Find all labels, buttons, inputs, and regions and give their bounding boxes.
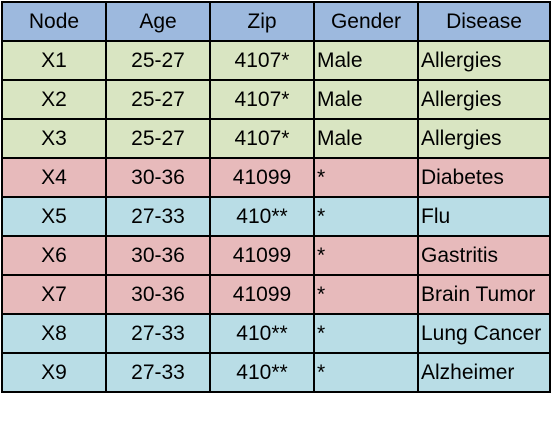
node-cell: X2 xyxy=(1,79,107,120)
table-row: X6 30-36 41099 * Gastritis xyxy=(1,235,551,276)
zip-cell: 410** xyxy=(209,196,315,237)
zip-cell: 41099 xyxy=(209,157,315,198)
age-cell: 30-36 xyxy=(105,274,211,315)
zip-cell: 41099 xyxy=(209,235,315,276)
zip-cell: 4107* xyxy=(209,40,315,81)
table-row: X5 27-33 410** * Flu xyxy=(1,196,551,237)
node-cell: X7 xyxy=(1,274,107,315)
gender-cell: Male xyxy=(313,118,419,159)
gender-cell: * xyxy=(313,196,419,237)
gender-cell: * xyxy=(313,313,419,354)
gender-cell: * xyxy=(313,352,419,393)
disease-cell: Flu xyxy=(417,196,551,237)
table-row: X3 25-27 4107* Male Allergies xyxy=(1,118,551,159)
disease-cell: Allergies xyxy=(417,79,551,120)
gender-cell: * xyxy=(313,235,419,276)
disease-cell: Gastritis xyxy=(417,235,551,276)
table-header-row: Node Age Zip Gender Disease xyxy=(1,1,551,42)
zip-cell: 41099 xyxy=(209,274,315,315)
table-row: X4 30-36 41099 * Diabetes xyxy=(1,157,551,198)
column-header-disease: Disease xyxy=(417,1,551,42)
age-cell: 27-33 xyxy=(105,196,211,237)
disease-cell: Allergies xyxy=(417,118,551,159)
zip-cell: 4107* xyxy=(209,79,315,120)
node-cell: X3 xyxy=(1,118,107,159)
node-cell: X1 xyxy=(1,40,107,81)
node-cell: X4 xyxy=(1,157,107,198)
table-row: X2 25-27 4107* Male Allergies xyxy=(1,79,551,120)
age-cell: 27-33 xyxy=(105,352,211,393)
node-cell: X5 xyxy=(1,196,107,237)
column-header-node: Node xyxy=(1,1,107,42)
gender-cell: * xyxy=(313,157,419,198)
table-row: X9 27-33 410** * Alzheimer xyxy=(1,352,551,393)
disease-cell: Lung Cancer xyxy=(417,313,551,354)
disease-cell: Brain Tumor xyxy=(417,274,551,315)
column-header-age: Age xyxy=(105,1,211,42)
zip-cell: 410** xyxy=(209,313,315,354)
node-cell: X8 xyxy=(1,313,107,354)
anonymized-records-table: Node Age Zip Gender Disease X1 25-27 410… xyxy=(1,1,551,393)
table-row: X1 25-27 4107* Male Allergies xyxy=(1,40,551,81)
gender-cell: Male xyxy=(313,40,419,81)
disease-cell: Alzheimer xyxy=(417,352,551,393)
disease-cell: Allergies xyxy=(417,40,551,81)
zip-cell: 410** xyxy=(209,352,315,393)
age-cell: 30-36 xyxy=(105,235,211,276)
node-cell: X9 xyxy=(1,352,107,393)
zip-cell: 4107* xyxy=(209,118,315,159)
column-header-zip: Zip xyxy=(209,1,315,42)
node-cell: X6 xyxy=(1,235,107,276)
age-cell: 25-27 xyxy=(105,118,211,159)
age-cell: 25-27 xyxy=(105,79,211,120)
table-row: X7 30-36 41099 * Brain Tumor xyxy=(1,274,551,315)
age-cell: 30-36 xyxy=(105,157,211,198)
column-header-gender: Gender xyxy=(313,1,419,42)
gender-cell: * xyxy=(313,274,419,315)
table-row: X8 27-33 410** * Lung Cancer xyxy=(1,313,551,354)
gender-cell: Male xyxy=(313,79,419,120)
age-cell: 27-33 xyxy=(105,313,211,354)
disease-cell: Diabetes xyxy=(417,157,551,198)
age-cell: 25-27 xyxy=(105,40,211,81)
